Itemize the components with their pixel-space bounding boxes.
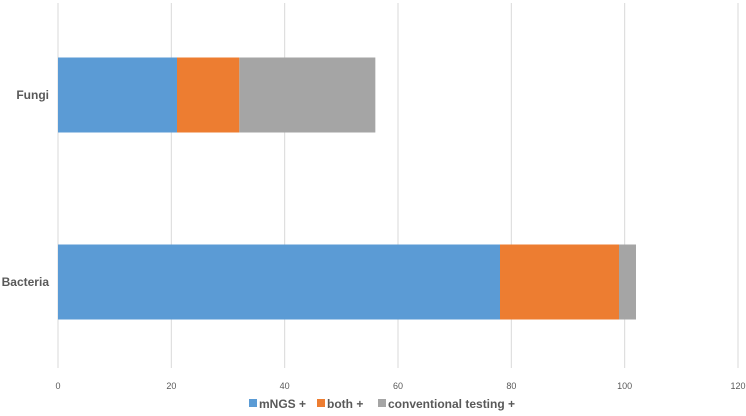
x-tick-label-20: 20 bbox=[166, 381, 176, 391]
legend-label-1: both + bbox=[327, 397, 363, 411]
bars-group bbox=[58, 57, 636, 320]
x-tick-label-60: 60 bbox=[393, 381, 403, 391]
x-tick-label-40: 40 bbox=[280, 381, 290, 391]
bar-fungi-both bbox=[177, 57, 240, 133]
legend: mNGS + both + conventional testing + bbox=[249, 397, 515, 411]
bar-bacteria-both bbox=[500, 244, 619, 320]
legend-label-2: conventional testing + bbox=[388, 397, 515, 411]
category-labels: Fungi Bacteria bbox=[2, 88, 50, 289]
bar-bacteria-mngs bbox=[58, 244, 500, 320]
legend-swatch-1 bbox=[317, 399, 325, 407]
bar-fungi-conventional-testing bbox=[239, 57, 376, 133]
legend-label-0: mNGS + bbox=[259, 397, 306, 411]
x-axis-tick-labels: 0 20 40 60 80 100 120 bbox=[55, 381, 745, 391]
x-tick-label-0: 0 bbox=[55, 381, 60, 391]
x-tick-label-100: 100 bbox=[617, 381, 632, 391]
x-tick-label-120: 120 bbox=[730, 381, 745, 391]
category-label-bacteria: Bacteria bbox=[2, 275, 50, 289]
x-tick-label-80: 80 bbox=[506, 381, 516, 391]
bar-bacteria-conventional-testing bbox=[619, 244, 636, 320]
legend-swatch-2 bbox=[378, 399, 386, 407]
category-label-fungi: Fungi bbox=[16, 88, 49, 102]
legend-swatch-0 bbox=[249, 399, 257, 407]
bar-fungi-mngs bbox=[58, 57, 177, 133]
